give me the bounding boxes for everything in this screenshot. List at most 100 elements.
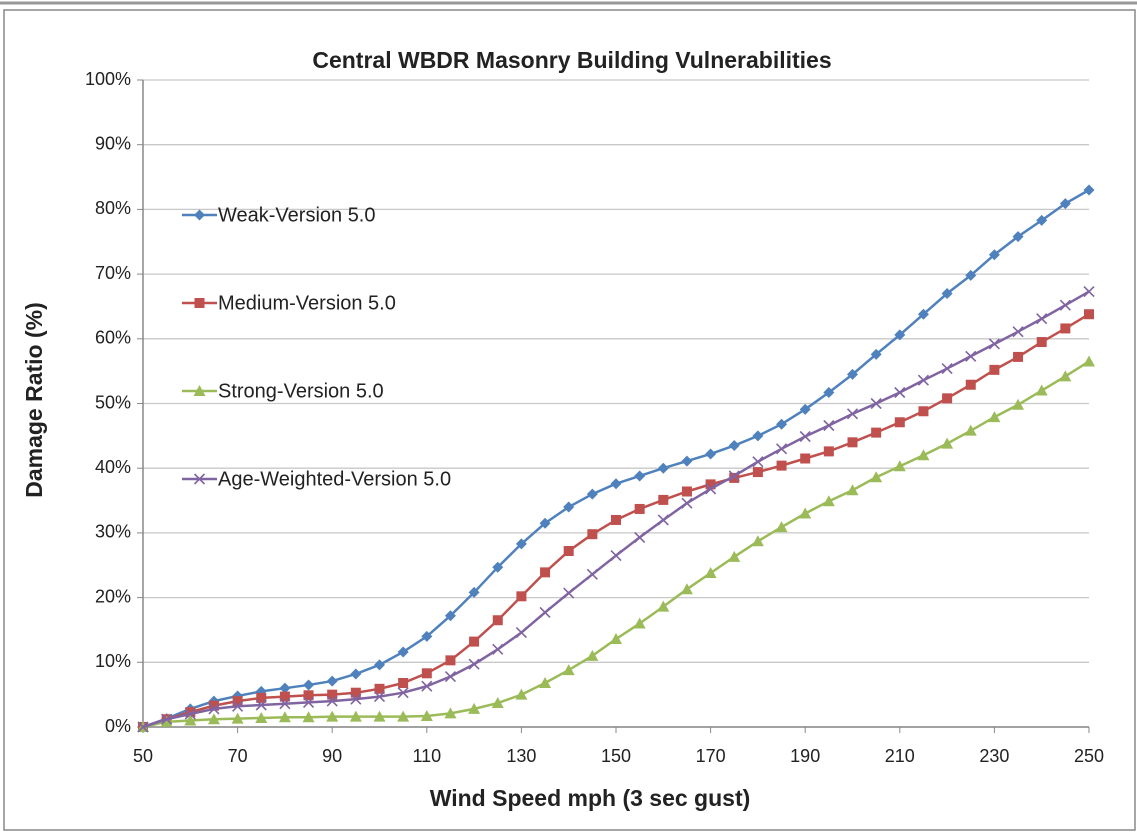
marker xyxy=(1083,355,1095,367)
marker xyxy=(397,646,409,658)
marker xyxy=(232,696,243,707)
marker xyxy=(326,695,338,707)
y-tick-label: 70% xyxy=(95,263,131,283)
marker xyxy=(965,269,977,281)
marker xyxy=(539,606,551,619)
marker xyxy=(728,440,740,452)
marker xyxy=(444,707,457,719)
marker xyxy=(728,470,740,482)
marker xyxy=(160,715,173,727)
marker xyxy=(964,424,977,436)
marker xyxy=(185,707,196,718)
marker xyxy=(799,430,811,443)
marker xyxy=(1059,299,1071,311)
marker xyxy=(397,687,409,699)
marker xyxy=(634,531,646,543)
x-tick-label: 250 xyxy=(1074,746,1104,766)
y-tick-label: 10% xyxy=(95,651,131,671)
marker xyxy=(799,403,811,415)
marker xyxy=(776,418,788,430)
marker xyxy=(421,630,433,642)
marker xyxy=(562,664,575,676)
marker xyxy=(680,583,693,595)
marker xyxy=(373,691,386,703)
marker xyxy=(1060,323,1071,334)
legend-marker xyxy=(194,209,205,221)
marker xyxy=(894,417,905,428)
y-tick-label: 90% xyxy=(95,133,131,153)
marker xyxy=(491,697,504,709)
marker xyxy=(941,362,953,375)
marker xyxy=(349,710,362,722)
marker xyxy=(800,453,811,464)
marker xyxy=(444,610,456,622)
marker xyxy=(633,617,646,629)
x-tick-label: 210 xyxy=(885,746,915,766)
marker xyxy=(1083,286,1095,298)
marker xyxy=(516,591,527,602)
marker xyxy=(657,462,669,474)
marker xyxy=(610,549,622,562)
marker xyxy=(492,561,504,573)
marker xyxy=(563,501,575,513)
marker xyxy=(634,470,646,482)
marker xyxy=(374,683,385,694)
marker xyxy=(822,495,835,507)
marker xyxy=(846,484,859,496)
marker xyxy=(1012,231,1024,243)
marker xyxy=(965,350,977,362)
marker xyxy=(278,711,291,723)
marker xyxy=(776,460,787,471)
x-tick-label: 170 xyxy=(696,746,726,766)
marker xyxy=(965,379,976,390)
x-tick-label: 50 xyxy=(133,746,153,766)
x-tick-label: 90 xyxy=(322,746,342,766)
marker xyxy=(444,670,457,683)
x-tick-label: 230 xyxy=(979,746,1009,766)
marker xyxy=(279,698,291,710)
y-tick-label: 80% xyxy=(95,198,131,218)
marker xyxy=(1083,184,1095,196)
marker xyxy=(184,714,197,726)
marker xyxy=(303,679,315,691)
marker xyxy=(893,460,906,472)
legend-marker xyxy=(193,473,206,485)
marker xyxy=(421,668,432,679)
marker xyxy=(374,659,385,671)
marker xyxy=(1012,326,1024,338)
marker xyxy=(184,708,196,720)
marker xyxy=(705,479,716,490)
marker xyxy=(255,699,267,711)
marker xyxy=(1035,384,1048,396)
marker xyxy=(775,443,788,455)
y-tick-label: 100% xyxy=(85,69,131,89)
marker xyxy=(515,538,527,550)
marker xyxy=(729,472,740,483)
marker xyxy=(540,567,551,578)
marker xyxy=(941,288,953,300)
marker xyxy=(1059,198,1071,210)
marker xyxy=(515,688,528,700)
marker xyxy=(303,690,314,701)
marker xyxy=(681,455,693,467)
marker xyxy=(326,675,338,687)
x-tick-label: 130 xyxy=(506,746,536,766)
marker xyxy=(539,677,552,689)
marker xyxy=(681,486,692,497)
marker xyxy=(350,668,362,680)
marker xyxy=(1036,214,1048,226)
marker xyxy=(586,649,599,661)
marker xyxy=(468,658,480,670)
legend-label: Age-Weighted-Version 5.0 xyxy=(218,468,451,490)
marker xyxy=(326,710,339,722)
x-tick-label: 110 xyxy=(412,746,441,766)
marker xyxy=(1012,398,1025,410)
marker xyxy=(775,521,788,533)
y-tick-label: 20% xyxy=(95,586,131,606)
marker xyxy=(515,626,527,639)
marker xyxy=(586,488,598,500)
marker xyxy=(1084,309,1094,320)
marker xyxy=(208,700,219,711)
marker xyxy=(161,713,173,725)
